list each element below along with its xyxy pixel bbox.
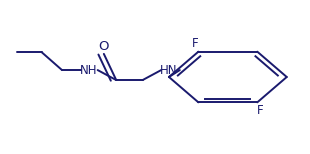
Text: NH: NH	[80, 64, 97, 77]
Text: HN: HN	[160, 64, 178, 77]
Text: F: F	[257, 104, 264, 117]
Text: O: O	[99, 41, 109, 53]
Text: F: F	[192, 37, 199, 50]
